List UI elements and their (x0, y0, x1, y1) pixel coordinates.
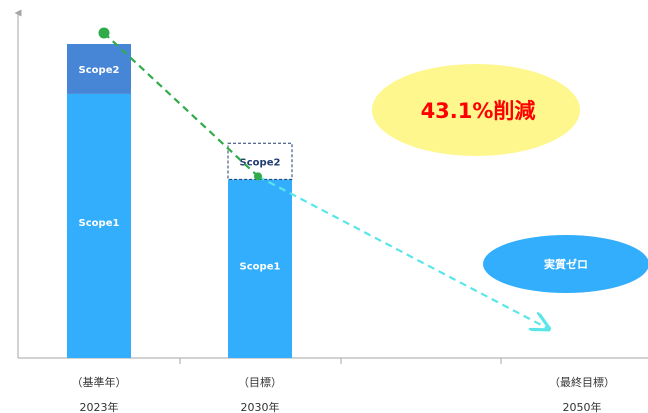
zero-callout: 実質ゼロ (483, 235, 648, 293)
x-labels: （基準年） 2023年 （目標） 2030年 （最終目標） 2050年 (72, 375, 616, 413)
trend-lines (98, 27, 548, 329)
x-tick-label: （最終目標） (549, 375, 615, 389)
reduction-bubble (372, 64, 580, 156)
trend-start-point (98, 27, 110, 39)
x-year-label: 2023年 (80, 400, 119, 413)
bar-scope2 (67, 44, 131, 94)
bar-scope2-label: Scope2 (79, 65, 120, 76)
trend-mid-point (254, 172, 262, 181)
x-year-label: 2050年 (563, 400, 602, 413)
zero-label: 実質ゼロ (544, 257, 588, 271)
x-year-label: 2030年 (241, 400, 280, 413)
bar-scope2-label: Scope2 (240, 157, 281, 168)
x-ticks (179, 358, 502, 364)
x-tick-label: （基準年） (72, 375, 127, 389)
bar-scope1 (228, 179, 292, 358)
reduction-callout: 43.1%削減 (372, 64, 580, 156)
trend-line-final (257, 175, 547, 328)
zero-bubble (483, 235, 648, 293)
bars: Scope1 Scope2 Scope1 Scope2 (67, 44, 293, 359)
bar-scope1-label: Scope1 (240, 262, 281, 273)
reduction-label: 43.1%削減 (421, 99, 536, 123)
x-tick-label: （目標） (238, 375, 282, 389)
bar-scope1 (67, 93, 131, 359)
bar-scope1-label: Scope1 (79, 218, 120, 229)
